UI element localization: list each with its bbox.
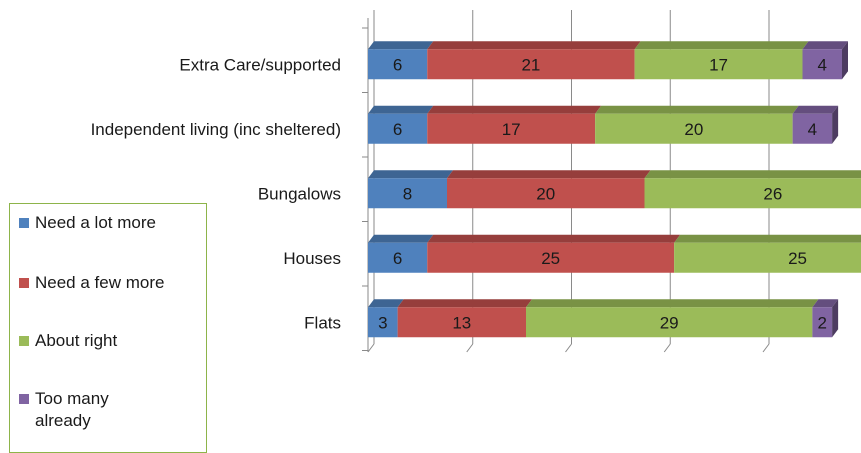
- legend-swatch-about-right: [19, 336, 29, 346]
- value-label-extra-care-supported-too-many-already: 4: [818, 55, 827, 74]
- value-label-bungalows-need-a-lot-more: 8: [403, 184, 412, 203]
- bar-houses-about-right: [674, 243, 861, 273]
- category-label-bungalows: Bungalows: [258, 184, 341, 203]
- bar-flats-about-right-top: [526, 299, 818, 307]
- legend-swatch-too-many-already: [19, 394, 29, 404]
- legend: Need a lot more Need a few more About ri…: [9, 203, 207, 453]
- floor-tick-10: [467, 344, 473, 352]
- legend-swatch-need-a-lot-more: [19, 218, 29, 228]
- legend-label-about-right: About right: [35, 330, 117, 352]
- bar-bungalows-about-right: [645, 178, 861, 208]
- bar-extra-care-supported-about-right-top: [635, 41, 809, 49]
- floor-tick-20: [566, 344, 572, 352]
- floor-tick-40: [763, 344, 769, 352]
- bar-houses-need-a-lot-more-top: [368, 235, 433, 243]
- legend-item-need-a-lot-more: Need a lot more: [19, 212, 156, 234]
- category-label-extra-care-supported: Extra Care/supported: [179, 55, 341, 74]
- bar-flats-need-a-few-more-top: [398, 299, 532, 307]
- bar-bungalows-about-right-top: [645, 170, 861, 178]
- bar-independent-living-inc-sheltered-about-right-top: [595, 106, 799, 114]
- floor-tick-0: [368, 344, 374, 352]
- value-label-independent-living-inc-sheltered-too-many-already: 4: [808, 120, 817, 139]
- bar-houses-need-a-few-more-top: [427, 235, 680, 243]
- bar-extra-care-supported-need-a-few-more-top: [427, 41, 640, 49]
- category-label-houses: Houses: [283, 249, 341, 268]
- category-label-independent-living-inc-sheltered: Independent living (inc sheltered): [91, 120, 341, 139]
- bar-flats-need-a-lot-more-top: [368, 299, 404, 307]
- bar-independent-living-inc-sheltered-need-a-lot-more-top: [368, 106, 433, 114]
- value-label-independent-living-inc-sheltered-need-a-lot-more: 6: [393, 120, 402, 139]
- legend-swatch-need-a-few-more: [19, 278, 29, 288]
- bar-extra-care-supported-too-many-already-top: [803, 41, 849, 49]
- legend-label-need-a-lot-more: Need a lot more: [35, 212, 156, 234]
- bar-bungalows-need-a-lot-more-top: [368, 170, 453, 178]
- value-label-extra-care-supported-about-right: 17: [709, 55, 728, 74]
- bar-extra-care-supported-need-a-lot-more-top: [368, 41, 433, 49]
- value-label-extra-care-supported-need-a-lot-more: 6: [393, 55, 402, 74]
- legend-item-too-many-already: Too many already: [19, 388, 139, 432]
- legend-item-about-right: About right: [19, 330, 117, 352]
- value-label-bungalows-need-a-few-more: 20: [536, 184, 555, 203]
- value-label-independent-living-inc-sheltered-need-a-few-more: 17: [502, 120, 521, 139]
- bar-houses-about-right-top: [674, 235, 861, 243]
- value-label-independent-living-inc-sheltered-about-right: 20: [684, 120, 703, 139]
- floor-tick-30: [664, 344, 670, 352]
- value-label-flats-need-a-lot-more: 3: [378, 313, 387, 332]
- value-label-houses-need-a-lot-more: 6: [393, 249, 402, 268]
- value-label-houses-about-right: 25: [788, 249, 807, 268]
- legend-item-need-a-few-more: Need a few more: [19, 272, 164, 294]
- category-label-flats: Flats: [304, 313, 341, 332]
- value-label-extra-care-supported-need-a-few-more: 21: [521, 55, 540, 74]
- value-label-houses-need-a-few-more: 25: [541, 249, 560, 268]
- legend-label-too-many-already: Too many already: [35, 388, 139, 432]
- bar-independent-living-inc-sheltered-too-many-already-top: [793, 106, 839, 114]
- value-label-flats-about-right: 29: [660, 313, 679, 332]
- legend-label-need-a-few-more: Need a few more: [35, 272, 164, 294]
- value-label-bungalows-about-right: 26: [763, 184, 782, 203]
- bar-bungalows-need-a-few-more-top: [447, 170, 651, 178]
- value-label-flats-too-many-already: 2: [818, 313, 827, 332]
- value-label-flats-need-a-few-more: 13: [452, 313, 471, 332]
- bar-independent-living-inc-sheltered-need-a-few-more-top: [427, 106, 601, 114]
